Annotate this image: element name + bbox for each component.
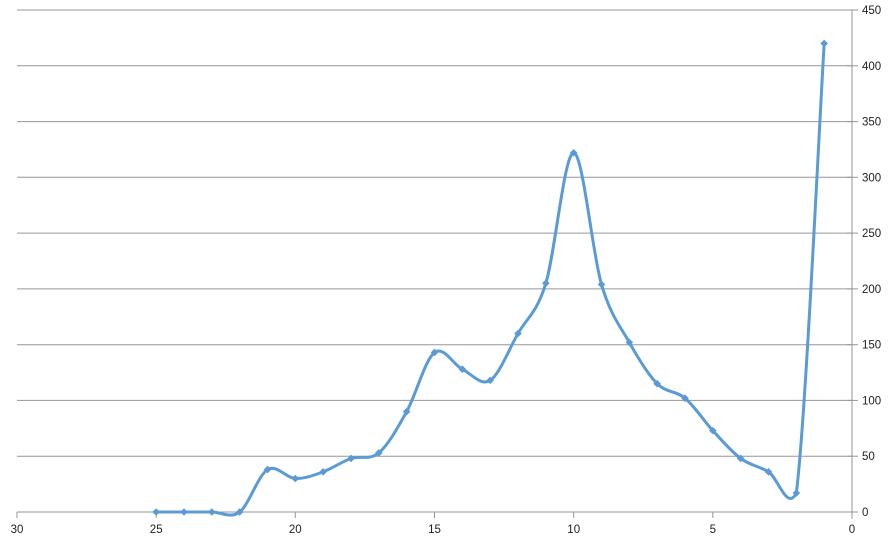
data-point-marker [820, 39, 828, 48]
data-point-marker [597, 280, 606, 289]
data-point-marker [347, 454, 355, 463]
y-axis-tick-label: 400 [862, 61, 881, 73]
x-axis-tick-label: 15 [428, 524, 441, 536]
data-point-marker [458, 365, 467, 374]
x-axis-tick-label: 5 [710, 524, 716, 536]
x-axis-tick-label: 0 [849, 524, 855, 536]
data-point-marker [375, 449, 383, 457]
data-point-marker [235, 508, 244, 516]
y-axis-tick-label: 350 [862, 117, 881, 129]
data-point-marker [625, 338, 634, 347]
data-point-marker [291, 474, 300, 483]
y-axis-tick-label: 100 [862, 395, 881, 407]
data-point-marker [709, 426, 717, 435]
y-axis-tick-label: 450 [862, 5, 881, 17]
data-point-marker [319, 468, 327, 476]
data-point-marker [208, 508, 216, 516]
data-point-marker [681, 394, 689, 403]
data-point-marker [792, 489, 801, 497]
data-point-marker [736, 454, 745, 463]
y-axis-tick-label: 300 [862, 172, 881, 184]
y-axis-tick-label: 50 [862, 451, 875, 463]
data-point-marker [764, 468, 773, 476]
data-point-marker [486, 376, 494, 385]
data-point-marker [263, 465, 272, 474]
y-axis-tick-label: 250 [862, 228, 881, 240]
x-axis-tick-label: 10 [567, 524, 580, 536]
y-axis-tick-label: 200 [862, 284, 881, 296]
data-point-marker [430, 348, 439, 357]
y-axis-tick-label: 0 [862, 507, 868, 519]
data-point-marker [514, 329, 522, 338]
data-point-marker [152, 508, 160, 516]
x-axis-tick-label: 30 [11, 524, 24, 536]
x-axis-tick-label: 20 [289, 524, 302, 536]
data-point-marker [402, 407, 411, 416]
data-point-marker [569, 148, 578, 157]
data-point-marker [180, 508, 188, 516]
x-axis-tick-label: 25 [150, 524, 163, 536]
line-series-path [154, 42, 826, 517]
y-axis-tick-label: 150 [862, 340, 881, 352]
data-point-marker [653, 379, 661, 388]
data-point-marker [542, 279, 550, 288]
